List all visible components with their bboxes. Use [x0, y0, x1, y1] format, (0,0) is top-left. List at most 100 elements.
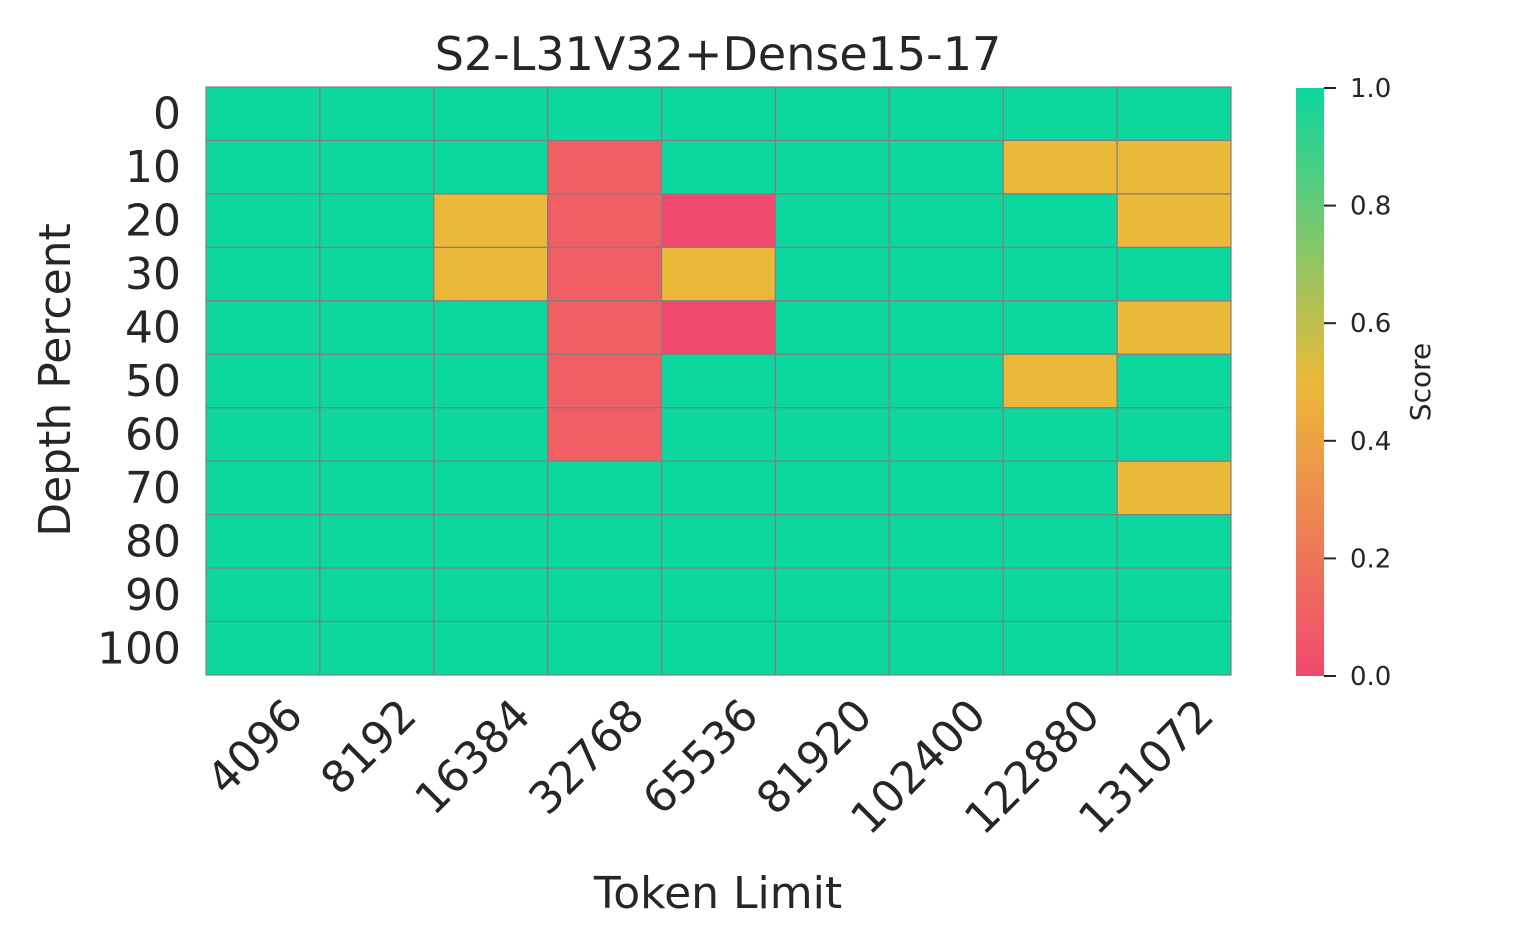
heatmap-cell [1116, 567, 1232, 623]
heatmap-cell [1116, 620, 1232, 676]
heatmap-cell [1116, 514, 1232, 569]
heatmap-cell [1002, 139, 1118, 195]
heatmap-cell [660, 353, 777, 409]
heatmap-cell [205, 407, 321, 462]
heatmap-cell [774, 139, 890, 195]
heatmap-cell [774, 514, 890, 569]
heatmap-cell [547, 246, 663, 302]
heatmap-cell [319, 620, 435, 676]
heatmap-cell [888, 246, 1004, 302]
heatmap-cell [433, 407, 549, 462]
heatmap-cell [888, 353, 1004, 409]
x-tick-label: 16384 [405, 690, 540, 825]
heatmap-cell [547, 514, 663, 569]
heatmap-cell [205, 567, 321, 623]
heatmap-cell [433, 300, 549, 355]
heatmap-cell [547, 567, 663, 623]
heatmap-cell [774, 407, 890, 462]
x-tick-label: 65536 [633, 690, 768, 825]
heatmap-cell [433, 193, 549, 248]
heatmap-cell [660, 246, 777, 302]
heatmap-cell [547, 86, 663, 142]
heatmap-cell [660, 300, 777, 355]
y-tick-label: 80 [125, 516, 181, 567]
heatmap-cell [319, 514, 435, 569]
colorbar-tick-label: 0.8 [1350, 192, 1391, 222]
y-tick-label: 10 [125, 142, 181, 193]
heatmap-cell [205, 460, 321, 516]
heatmap-cell [660, 620, 777, 676]
colorbar-tick-label: 0.0 [1350, 662, 1391, 692]
heatmap-cell [205, 139, 321, 195]
heatmap-cell [1116, 353, 1232, 409]
heatmap-cell [1002, 567, 1118, 623]
heatmap-cell [1116, 407, 1232, 462]
heatmap-cell [888, 567, 1004, 623]
heatmap-cell [660, 460, 777, 516]
y-tick-label: 40 [125, 303, 181, 354]
x-tick-label: 4096 [197, 690, 312, 805]
heatmap-cell [547, 620, 663, 676]
heatmap-cell [433, 246, 549, 302]
heatmap-cell [319, 193, 435, 248]
x-axis-label: Token Limit [593, 868, 842, 919]
heatmap-cell [547, 353, 663, 409]
heatmap-cell [205, 193, 321, 248]
heatmap-cell [660, 407, 777, 462]
y-tick-label: 70 [125, 463, 181, 514]
heatmap-cell [774, 567, 890, 623]
heatmap-cell [319, 86, 435, 142]
colorbar-tick-label: 0.2 [1350, 544, 1391, 574]
heatmap-cell [774, 353, 890, 409]
heatmap-cell [205, 246, 321, 302]
heatmap-cell [547, 300, 663, 355]
heatmap-cell [319, 567, 435, 623]
heatmap-cell [1002, 353, 1118, 409]
heatmap-cell [319, 300, 435, 355]
x-tick-labels: 4096819216384327686553681920102400122880… [197, 690, 1223, 845]
colorbar-ticks: 0.0 0.2 0.4 0.6 0.8 1.0 [1324, 74, 1391, 692]
heatmap-cell [660, 86, 777, 142]
y-tick-label: 30 [125, 249, 181, 300]
heatmap-cells [205, 86, 1232, 676]
heatmap-cell [660, 567, 777, 623]
y-tick-label: 0 [153, 89, 181, 140]
heatmap-cell [1002, 193, 1118, 248]
heatmap-cell [888, 86, 1004, 142]
heatmap-cell [660, 514, 777, 569]
y-axis-label: Depth Percent [30, 223, 81, 537]
heatmap-cell [1002, 246, 1118, 302]
heatmap-cell [774, 300, 890, 355]
heatmap-cell [1002, 460, 1118, 516]
heatmap-cell [433, 353, 549, 409]
heatmap-cell [1002, 407, 1118, 462]
heatmap-cell [547, 460, 663, 516]
heatmap-cell [319, 353, 435, 409]
heatmap-cell [774, 460, 890, 516]
colorbar-tick-label: 0.6 [1350, 309, 1391, 339]
heatmap-cell [1116, 139, 1232, 195]
heatmap-cell [1116, 460, 1232, 516]
heatmap-cell [433, 460, 549, 516]
y-tick-label: 60 [125, 409, 181, 460]
heatmap-cell [319, 139, 435, 195]
y-tick-label: 20 [125, 196, 181, 247]
heatmap-cell [433, 86, 549, 142]
heatmap-cell [888, 407, 1004, 462]
heatmap-cell [888, 300, 1004, 355]
heatmap-cell [433, 620, 549, 676]
heatmap-cell [1116, 246, 1232, 302]
heatmap-cell [888, 460, 1004, 516]
heatmap-cell [1002, 300, 1118, 355]
colorbar-label: Score [1404, 343, 1437, 421]
heatmap-cell [888, 514, 1004, 569]
heatmap-cell [1002, 86, 1118, 142]
y-tick-label: 90 [125, 570, 181, 621]
heatmap-cell [547, 193, 663, 248]
heatmap-cell [433, 567, 549, 623]
heatmap-cell [660, 139, 777, 195]
y-tick-label: 50 [125, 356, 181, 407]
colorbar-tick-label: 0.4 [1350, 427, 1391, 457]
heatmap-cell [205, 86, 321, 142]
